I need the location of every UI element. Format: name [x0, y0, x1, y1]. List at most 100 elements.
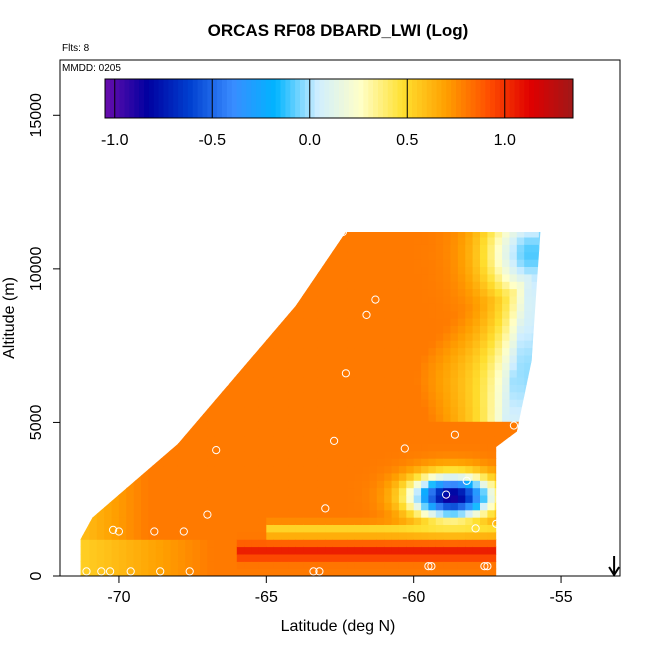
- heatmap-cell: [185, 310, 194, 319]
- heatmap-cell: [406, 487, 415, 496]
- heatmap-cell: [266, 215, 274, 223]
- heatmap-cell: [428, 377, 437, 385]
- heatmap-cell: [155, 450, 164, 459]
- heatmap-cell: [133, 406, 142, 415]
- heatmap-cell: [362, 318, 371, 326]
- heatmap-cell: [325, 347, 334, 356]
- heatmap-cell: [398, 325, 407, 334]
- heatmap-cell: [325, 369, 334, 378]
- heatmap-cell: [118, 318, 127, 326]
- heatmap-cell: [266, 480, 275, 489]
- colorbar-segment: [265, 79, 272, 118]
- heatmap-cell: [332, 494, 341, 503]
- heatmap-cell: [398, 347, 407, 356]
- heatmap-cell: [80, 236, 83, 245]
- heatmap-cell: [457, 399, 466, 408]
- heatmap-cell: [450, 524, 459, 533]
- heatmap-cell: [538, 524, 541, 533]
- heatmap-cell: [317, 568, 326, 576]
- heatmap-cell: [340, 332, 348, 341]
- heatmap-cell: [295, 273, 304, 282]
- heatmap-cell: [465, 502, 474, 511]
- heatmap-cell: [332, 303, 341, 312]
- heatmap-cell: [89, 458, 98, 467]
- heatmap-cell: [303, 568, 312, 576]
- heatmap-cell: [104, 310, 113, 319]
- heatmap-cell: [317, 259, 326, 267]
- heatmap-cell: [325, 266, 334, 275]
- heatmap-cell: [531, 428, 540, 437]
- heatmap-cell: [281, 222, 289, 230]
- heatmap-cell: [340, 413, 348, 422]
- heatmap-cell: [222, 259, 231, 267]
- heatmap-cell: [281, 232, 290, 238]
- heatmap-cell: [89, 251, 98, 260]
- heatmap-cell: [222, 222, 230, 230]
- heatmap-cell: [494, 377, 503, 385]
- heatmap-cell: [303, 502, 312, 511]
- heatmap-cell: [391, 428, 400, 437]
- heatmap-cell: [155, 465, 164, 474]
- heatmap-cell: [362, 406, 371, 415]
- heatmap-cell: [406, 354, 415, 363]
- heatmap-cell: [281, 332, 290, 341]
- heatmap-cell: [362, 480, 371, 489]
- heatmap-cell: [133, 524, 142, 533]
- heatmap-cell: [531, 531, 540, 540]
- heatmap-cell: [148, 281, 157, 290]
- heatmap-cell: [118, 310, 127, 319]
- heatmap-cell: [538, 340, 541, 349]
- heatmap-cell: [281, 244, 290, 253]
- heatmap-cell: [376, 509, 385, 518]
- heatmap-cell: [509, 465, 518, 474]
- heatmap-cell: [229, 232, 238, 238]
- heatmap-cell: [148, 480, 157, 489]
- heatmap-cell: [163, 568, 172, 576]
- heatmap-cell: [406, 517, 415, 525]
- heatmap-cell: [480, 259, 488, 267]
- heatmap-cell: [126, 428, 135, 437]
- heatmap-cell: [90, 215, 98, 223]
- heatmap-cell: [133, 487, 142, 496]
- heatmap-cell: [524, 517, 533, 525]
- heatmap-cell: [266, 232, 275, 238]
- heatmap-cell: [472, 413, 481, 422]
- heatmap-cell: [236, 251, 245, 260]
- heatmap-cell: [266, 377, 275, 385]
- heatmap-cell: [185, 281, 194, 290]
- heatmap-cell: [214, 546, 223, 555]
- heatmap-cell: [229, 435, 238, 444]
- heatmap-cell: [413, 472, 422, 481]
- heatmap-cell: [207, 354, 216, 363]
- heatmap-cell: [288, 332, 297, 341]
- heatmap-cell: [362, 524, 371, 533]
- heatmap-cell: [376, 273, 385, 282]
- heatmap-cell: [494, 354, 503, 363]
- heatmap-cell: [516, 310, 525, 319]
- flight-point: [424, 562, 433, 571]
- heatmap-cell: [96, 318, 105, 326]
- heatmap-cell: [384, 517, 393, 525]
- heatmap-cell: [450, 435, 459, 444]
- heatmap-cell: [398, 236, 407, 245]
- heatmap-cell: [155, 458, 164, 467]
- heatmap-cell: [332, 399, 341, 408]
- heatmap-cell: [141, 244, 150, 253]
- heatmap-cell: [406, 310, 415, 319]
- colorbar-segment: [426, 79, 433, 118]
- heatmap-cell: [89, 273, 98, 282]
- heatmap-cell: [457, 347, 466, 356]
- heatmap-cell: [340, 399, 348, 408]
- heatmap-cell: [273, 487, 282, 496]
- heatmap-cell: [332, 318, 341, 326]
- heatmap-cell: [317, 487, 326, 496]
- heatmap-cell: [494, 244, 503, 253]
- heatmap-cell: [369, 480, 378, 489]
- heatmap-cell: [214, 399, 223, 408]
- heatmap-cell: [141, 539, 150, 548]
- heatmap-cell: [244, 377, 253, 385]
- heatmap-cell: [347, 232, 356, 238]
- heatmap-cell: [332, 568, 341, 576]
- colorbar-segment: [275, 79, 281, 118]
- heatmap-cell: [347, 472, 356, 481]
